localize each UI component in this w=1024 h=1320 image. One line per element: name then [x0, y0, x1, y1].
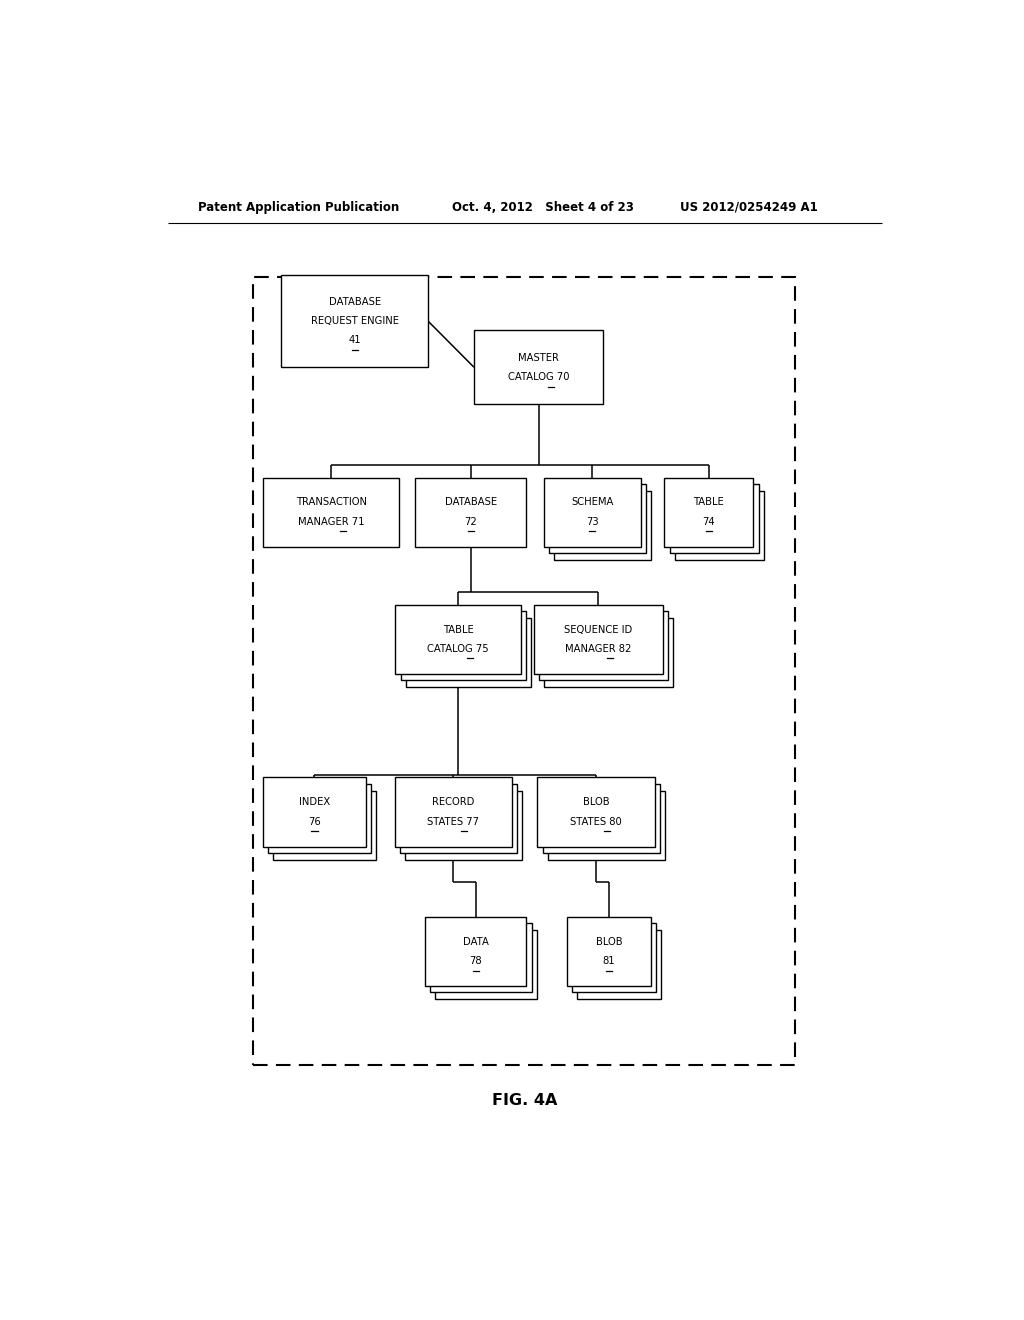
Text: 72: 72: [465, 516, 477, 527]
FancyBboxPatch shape: [539, 611, 668, 680]
Text: Oct. 4, 2012   Sheet 4 of 23: Oct. 4, 2012 Sheet 4 of 23: [452, 201, 634, 214]
Text: TRANSACTION: TRANSACTION: [296, 498, 367, 507]
FancyBboxPatch shape: [282, 276, 428, 367]
FancyBboxPatch shape: [578, 929, 662, 999]
FancyBboxPatch shape: [416, 478, 526, 546]
FancyBboxPatch shape: [675, 491, 764, 560]
Text: MANAGER 82: MANAGER 82: [565, 644, 632, 653]
FancyBboxPatch shape: [406, 618, 531, 686]
FancyBboxPatch shape: [430, 923, 531, 993]
FancyBboxPatch shape: [548, 791, 666, 859]
Text: 41: 41: [348, 335, 360, 346]
FancyBboxPatch shape: [665, 478, 754, 546]
FancyBboxPatch shape: [549, 484, 646, 553]
FancyBboxPatch shape: [394, 777, 512, 846]
FancyBboxPatch shape: [543, 784, 660, 853]
FancyBboxPatch shape: [399, 784, 517, 853]
Text: CATALOG 70: CATALOG 70: [508, 372, 569, 381]
FancyBboxPatch shape: [572, 923, 656, 993]
Text: SEQUENCE ID: SEQUENCE ID: [564, 624, 633, 635]
Text: MASTER: MASTER: [518, 352, 559, 363]
FancyBboxPatch shape: [554, 491, 651, 560]
FancyBboxPatch shape: [534, 605, 663, 673]
Text: BLOB: BLOB: [596, 936, 623, 946]
Text: SCHEMA: SCHEMA: [571, 498, 613, 507]
FancyBboxPatch shape: [263, 777, 367, 846]
FancyBboxPatch shape: [474, 330, 603, 404]
FancyBboxPatch shape: [544, 618, 673, 686]
Text: RECORD: RECORD: [432, 797, 474, 808]
FancyBboxPatch shape: [670, 484, 759, 553]
FancyBboxPatch shape: [425, 916, 526, 986]
FancyBboxPatch shape: [400, 611, 526, 680]
Text: DATABASE: DATABASE: [444, 498, 497, 507]
Text: TABLE: TABLE: [693, 498, 724, 507]
Text: 78: 78: [469, 956, 482, 966]
FancyBboxPatch shape: [268, 784, 372, 853]
FancyBboxPatch shape: [435, 929, 537, 999]
FancyBboxPatch shape: [544, 478, 641, 546]
Text: STATES 77: STATES 77: [427, 817, 479, 826]
FancyBboxPatch shape: [538, 777, 655, 846]
Text: FIG. 4A: FIG. 4A: [493, 1093, 557, 1107]
FancyBboxPatch shape: [395, 605, 521, 673]
Text: BLOB: BLOB: [583, 797, 609, 808]
FancyBboxPatch shape: [567, 916, 651, 986]
Text: 73: 73: [586, 516, 599, 527]
Text: MANAGER 71: MANAGER 71: [298, 516, 365, 527]
FancyBboxPatch shape: [263, 478, 399, 546]
Text: 81: 81: [602, 956, 615, 966]
Text: US 2012/0254249 A1: US 2012/0254249 A1: [680, 201, 817, 214]
Text: REQUEST ENGINE: REQUEST ENGINE: [310, 315, 398, 326]
Text: TABLE: TABLE: [442, 624, 473, 635]
Text: DATA: DATA: [463, 936, 488, 946]
FancyBboxPatch shape: [404, 791, 522, 859]
Text: INDEX: INDEX: [299, 797, 330, 808]
Text: CATALOG 75: CATALOG 75: [427, 644, 488, 653]
Text: DATABASE: DATABASE: [329, 297, 381, 306]
FancyBboxPatch shape: [273, 791, 377, 859]
Text: STATES 80: STATES 80: [570, 817, 623, 826]
Text: 76: 76: [308, 817, 321, 826]
Text: Patent Application Publication: Patent Application Publication: [198, 201, 399, 214]
Text: 74: 74: [702, 516, 715, 527]
